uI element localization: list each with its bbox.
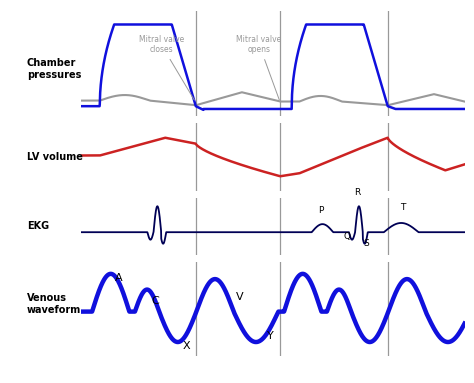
Text: Venous
waveform: Venous waveform [27, 293, 81, 315]
Text: S: S [363, 239, 369, 248]
Text: V: V [236, 291, 244, 301]
Text: C: C [152, 296, 159, 306]
Text: Y: Y [267, 331, 274, 341]
Text: LV volume: LV volume [27, 152, 82, 162]
Text: T: T [401, 203, 406, 212]
Text: R: R [354, 188, 360, 197]
Text: Q: Q [344, 232, 351, 241]
Text: P: P [319, 206, 324, 214]
Text: Mitral valve
closes: Mitral valve closes [138, 35, 194, 100]
Text: A: A [115, 273, 123, 283]
Text: Chamber
pressures: Chamber pressures [27, 58, 81, 80]
Text: X: X [182, 340, 190, 351]
Text: Mitral valve
opens: Mitral valve opens [237, 35, 282, 100]
Text: EKG: EKG [27, 221, 49, 231]
